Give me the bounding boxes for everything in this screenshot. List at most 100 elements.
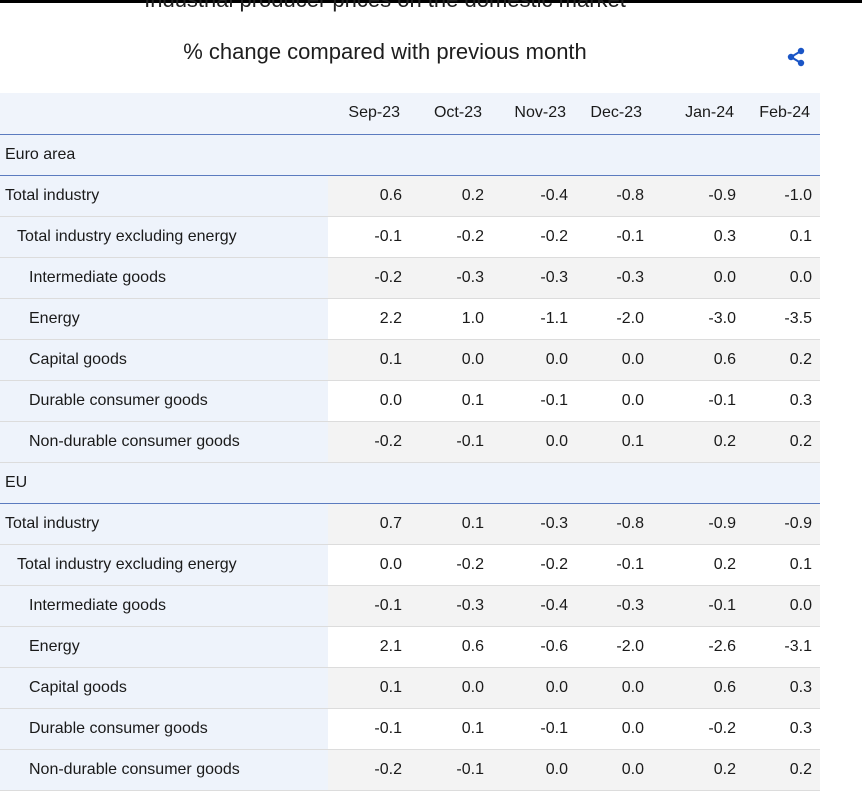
table-cell: 0.7 [328,503,410,545]
table-cell: -0.2 [652,708,744,750]
row-label: Non-durable consumer goods [0,749,328,791]
table-row: Durable consumer goods -0.1 0.1 -0.1 0.0 -0.2… [0,708,820,750]
table-cell: 0.0 [576,339,652,381]
table-row: Capital goods 0.1 0.0 0.0 0.0 0.6 0.2 [0,339,820,381]
table-cell: 0.2 [652,544,744,586]
table-cell: 0.6 [410,626,492,668]
table-cell: -0.2 [328,749,410,791]
table-cell: 0.1 [744,216,820,258]
row-label: Total industry [0,175,328,217]
table-cell: 0.3 [652,216,744,258]
chart-subtitle: % change compared with previous month [183,39,587,64]
table-cell: 0.0 [492,339,576,381]
table-cell: 0.3 [744,708,820,750]
table-cell: -0.3 [576,257,652,299]
group-row: EU [0,462,820,504]
table-cell: -0.3 [576,585,652,627]
row-label: Energy [0,298,328,340]
header-row: Sep-23 Oct-23 Nov-23 Dec-23 Jan-24 Feb-24 [0,93,820,135]
table-cell: 0.2 [652,749,744,791]
table-cell: -0.1 [576,216,652,258]
row-label: Intermediate goods [0,585,328,627]
table-cell: -0.2 [328,421,410,463]
table-cell: 0.0 [652,257,744,299]
table-cell: 0.3 [744,380,820,422]
row-label: Energy [0,626,328,668]
table-cell: 0.0 [744,585,820,627]
table-cell: -0.1 [328,585,410,627]
column-header: Oct-23 [410,93,492,135]
table-row: Durable consumer goods 0.0 0.1 -0.1 0.0 -0.1 0… [0,380,820,422]
row-label: Capital goods [0,339,328,381]
table-cell: -3.5 [744,298,820,340]
group-label: Euro area [0,134,820,176]
table-cell: 0.6 [652,667,744,709]
table-cell: -2.0 [576,626,652,668]
table-cell: 0.0 [328,544,410,586]
table-cell: -0.2 [410,216,492,258]
table-cell: -0.3 [492,503,576,545]
table-cell: 0.0 [576,749,652,791]
column-header: Feb-24 [744,93,820,135]
table-cell: -2.0 [576,298,652,340]
table-row: Intermediate goods -0.1 -0.3 -0.4 -0.3 -0.1 0.… [0,585,820,627]
chart-title: Industrial producer prices on the domest… [0,0,770,13]
table-cell: -0.3 [410,585,492,627]
table-row: Capital goods 0.1 0.0 0.0 0.0 0.6 0.3 [0,667,820,709]
table-cell: 0.0 [576,708,652,750]
table-cell: 2.1 [328,626,410,668]
row-label: Durable consumer goods [0,380,328,422]
table-cell: -0.1 [492,708,576,750]
table-cell: -0.1 [410,749,492,791]
table-cell: 0.3 [744,667,820,709]
row-label: Durable consumer goods [0,708,328,750]
table-cell: -1.1 [492,298,576,340]
table-cell: -0.6 [492,626,576,668]
table-cell: 0.0 [328,380,410,422]
table-row: Total industry 0.7 0.1 -0.3 -0.8 -0.9 -0.9 [0,503,820,545]
table-cell: 0.0 [744,257,820,299]
table-cell: -0.9 [652,503,744,545]
table-cell: 0.0 [410,339,492,381]
table-cell: 0.1 [410,708,492,750]
table-row: Energy 2.1 0.6 -0.6 -2.0 -2.6 -3.1 [0,626,820,668]
table-cell: -0.1 [576,544,652,586]
table-cell: -1.0 [744,175,820,217]
table-cell: 0.6 [652,339,744,381]
table-cell: 0.1 [576,421,652,463]
table-cell: -0.1 [652,380,744,422]
table-cell: -0.1 [328,216,410,258]
table-cell: -0.4 [492,585,576,627]
table-cell: 0.0 [576,380,652,422]
table-cell: 0.2 [652,421,744,463]
table-cell: -0.2 [492,216,576,258]
table-body: Euro area Total industry 0.6 0.2 -0.4 -0.8 -0.… [0,134,820,791]
row-label: Total industry [0,503,328,545]
table-cell: -0.4 [492,175,576,217]
table-cell: -0.9 [652,175,744,217]
table-row: Non-durable consumer goods -0.2 -0.1 0.0 0.0… [0,749,820,791]
table-cell: 0.0 [410,667,492,709]
table-cell: 0.0 [576,667,652,709]
table-cell: -0.8 [576,175,652,217]
table-cell: -0.2 [492,544,576,586]
table-cell: 0.1 [744,544,820,586]
table-row: Total industry excluding energy 0.0 -0.2 -0… [0,544,820,586]
column-header: Nov-23 [492,93,576,135]
table-cell: -0.1 [492,380,576,422]
table-cell: 0.0 [492,421,576,463]
table-cell: 0.2 [744,421,820,463]
table-cell: -0.2 [328,257,410,299]
table-cell: -0.3 [410,257,492,299]
table-cell: -3.1 [744,626,820,668]
table-cell: 0.1 [328,667,410,709]
table-cell: -0.2 [410,544,492,586]
data-table: Sep-23 Oct-23 Nov-23 Dec-23 Jan-24 Feb-24 Eur… [0,93,820,791]
table-cell: -0.3 [492,257,576,299]
table-row: Total industry 0.6 0.2 -0.4 -0.8 -0.9 -1.0 [0,175,820,217]
share-icon[interactable] [785,46,807,68]
row-label: Total industry excluding energy [0,216,328,258]
table-cell: 0.0 [492,667,576,709]
table-cell: 0.1 [328,339,410,381]
group-label: EU [0,462,820,504]
